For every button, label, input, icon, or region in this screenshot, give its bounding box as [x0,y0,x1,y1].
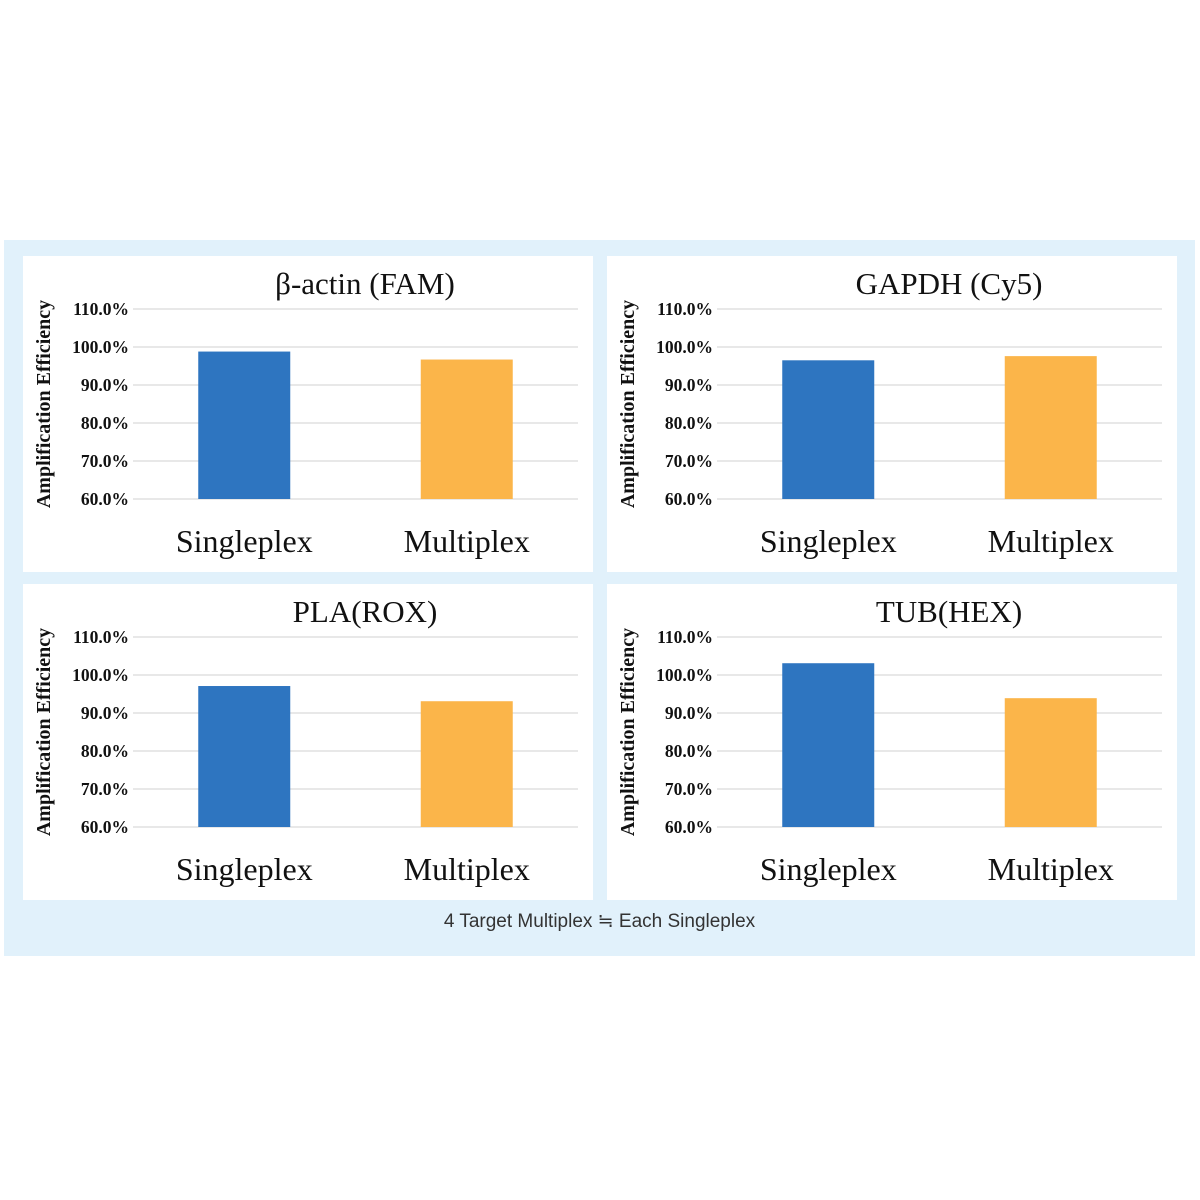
chart-title: GAPDH (Cy5) [856,266,1043,301]
x-category-label: Multiplex [988,851,1114,887]
y-tick-label: 60.0% [665,817,713,837]
chart-panel-gapdh: GAPDH (Cy5) Amplification Efficiency 60.0%… [607,256,1177,572]
bar-singleplex [198,351,291,499]
y-tick-label: 90.0% [81,703,129,723]
chart-beta-actin: β-actin (FAM) Amplification Efficiency 60.… [33,266,578,559]
y-tick-label: 90.0% [665,375,713,395]
x-category-label: Singleplex [760,523,897,559]
chart-title: PLA(ROX) [293,594,438,629]
x-category-label: Multiplex [404,523,530,559]
chart-title: β-actin (FAM) [275,266,455,301]
y-tick-label: 100.0% [72,337,129,357]
x-category-label: Singleplex [176,523,313,559]
bar-singleplex [198,686,291,827]
y-tick-label: 100.0% [656,665,713,685]
y-tick-label: 110.0% [73,299,129,319]
bar-singleplex [782,360,875,499]
y-axis-label: Amplification Efficiency [617,300,639,508]
figure-caption: 4 Target Multiplex ≒ Each Singleplex [443,911,756,932]
y-axis-label: Amplification Efficiency [33,300,55,508]
bar-multiplex [420,359,513,499]
figure-container: β-actin (FAM) Amplification Efficiency 60.… [4,240,1195,956]
y-tick-label: 60.0% [665,489,713,509]
x-category-label: Multiplex [988,523,1114,559]
x-category-label: Singleplex [176,851,313,887]
bar-multiplex [1004,356,1097,499]
chart-title: TUB(HEX) [876,594,1022,629]
y-tick-label: 60.0% [81,817,129,837]
y-tick-label: 90.0% [81,375,129,395]
chart-tub: TUB(HEX) Amplification Efficiency 60.0% 70.… [617,594,1162,887]
y-tick-label: 110.0% [657,299,713,319]
chart-panel-beta-actin: β-actin (FAM) Amplification Efficiency 60.… [23,256,593,572]
y-tick-label: 70.0% [81,451,129,471]
y-tick-label: 80.0% [665,741,713,761]
y-tick-label: 110.0% [73,627,129,647]
y-tick-label: 90.0% [665,703,713,723]
y-axis-label: Amplification Efficiency [33,628,55,836]
y-tick-label: 60.0% [81,489,129,509]
y-tick-label: 70.0% [665,779,713,799]
x-category-label: Singleplex [760,851,897,887]
y-tick-label: 100.0% [656,337,713,357]
chart-pla: PLA(ROX) Amplification Efficiency 60.0% 70.… [33,594,578,887]
bar-multiplex [1004,698,1097,827]
chart-panel-tub: TUB(HEX) Amplification Efficiency 60.0% 70.… [607,584,1177,900]
y-tick-label: 70.0% [81,779,129,799]
bar-singleplex [782,663,875,827]
chart-gapdh: GAPDH (Cy5) Amplification Efficiency 60.0%… [617,266,1162,559]
y-tick-label: 80.0% [81,741,129,761]
y-tick-label: 80.0% [665,413,713,433]
x-category-label: Multiplex [404,851,530,887]
y-tick-label: 100.0% [72,665,129,685]
y-tick-label: 110.0% [657,627,713,647]
chart-panel-pla: PLA(ROX) Amplification Efficiency 60.0% 70.… [23,584,593,900]
y-tick-label: 70.0% [665,451,713,471]
y-axis-label: Amplification Efficiency [617,628,639,836]
y-tick-label: 80.0% [81,413,129,433]
bar-multiplex [420,701,513,827]
